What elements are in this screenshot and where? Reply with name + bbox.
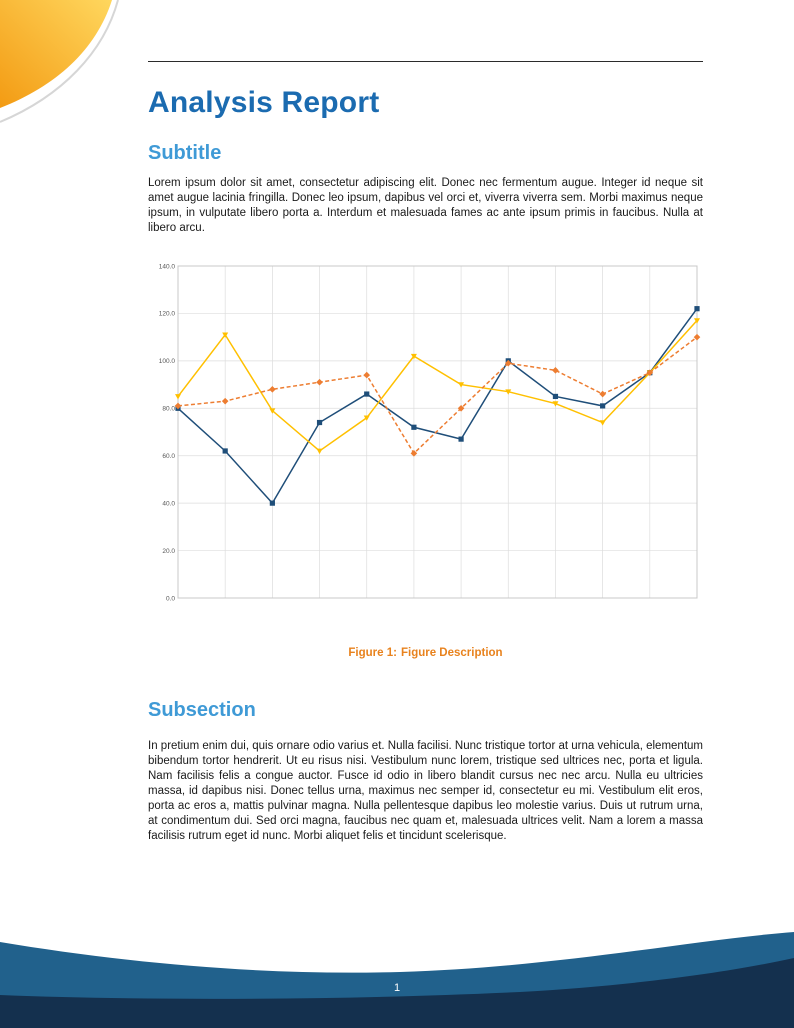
figure-caption-label: Figure 1: [348, 647, 397, 659]
page-title: Analysis Report [148, 86, 380, 119]
figure-block: 0.0 20.0 40.0 60.0 80.0 100.0 120.0 140.0 Figur… [148, 258, 703, 659]
subtitle-paragraph: Lorem ipsum dolor sit amet, consectetur … [148, 177, 703, 234]
svg-text:80.0: 80.0 [162, 406, 175, 413]
figure-caption-text: Figure Description [400, 647, 503, 659]
page-content: Analysis Report Subtitle Lorem ipsum dol… [148, 0, 703, 844]
footer-wave-navy-shape [0, 958, 794, 1028]
line-chart: 0.0 20.0 40.0 60.0 80.0 100.0 120.0 140.0 [159, 263, 701, 602]
corner-shadow-arc [0, 0, 119, 123]
svg-text:100.0: 100.0 [159, 358, 176, 365]
svg-text:0.0: 0.0 [166, 595, 175, 602]
svg-text:120.0: 120.0 [159, 311, 176, 318]
section-heading-subsection: Subsection [148, 699, 256, 721]
corner-swoosh-decoration [0, 0, 119, 123]
figure-caption: Figure 1: Figure Description [148, 647, 703, 659]
subsection-paragraph: In pretium enim dui, quis ornare odio va… [148, 740, 703, 842]
section-heading-subtitle: Subtitle [148, 142, 222, 164]
top-rule [148, 61, 703, 62]
svg-text:60.0: 60.0 [162, 453, 175, 460]
svg-text:20.0: 20.0 [162, 548, 175, 555]
svg-text:40.0: 40.0 [162, 500, 175, 507]
page-number: 1 [393, 982, 401, 994]
corner-orange-shape [0, 0, 112, 108]
svg-text:140.0: 140.0 [159, 263, 176, 270]
footer-wave-decoration [0, 932, 794, 1028]
